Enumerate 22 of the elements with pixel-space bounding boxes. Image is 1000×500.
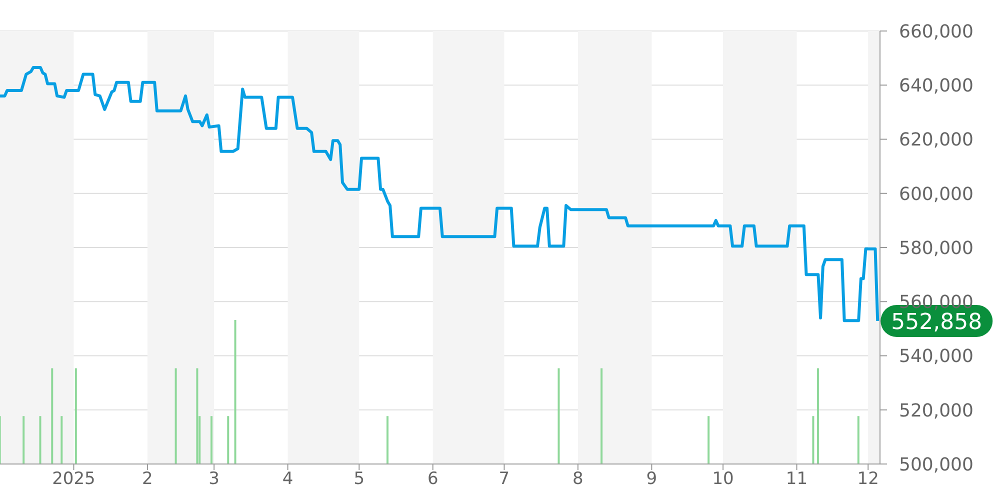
x-tick-label: 11 xyxy=(786,469,808,490)
x-tick-label: 6 xyxy=(427,469,438,490)
y-tick-label: 620,000 xyxy=(899,130,974,151)
y-tick-label: 520,000 xyxy=(899,400,974,422)
x-tick-label: 4 xyxy=(282,469,294,490)
annotation: 552,858 xyxy=(891,310,982,335)
y-tick-label: 580,000 xyxy=(899,238,974,259)
y-tick-label: 500,000 xyxy=(899,454,974,476)
x-tick-label: 8 xyxy=(572,469,584,490)
x-tick-label: 5 xyxy=(354,469,365,490)
x-tick-label: 10 xyxy=(712,469,734,490)
x-tick-label: 12 xyxy=(857,469,879,490)
x-tick-label: 2025 xyxy=(52,469,96,490)
y-tick-label: 540,000 xyxy=(899,346,974,368)
x-tick-label: 2 xyxy=(142,469,153,490)
y-tick-label: 640,000 xyxy=(899,76,974,97)
x-tick-label: 9 xyxy=(646,469,658,490)
y-tick-label: 600,000 xyxy=(899,184,974,205)
y-tick-label: 660,000 xyxy=(899,21,974,42)
x-tick-label: 3 xyxy=(208,469,220,490)
x-tick-label: 7 xyxy=(498,469,510,490)
line-series xyxy=(0,66,880,322)
